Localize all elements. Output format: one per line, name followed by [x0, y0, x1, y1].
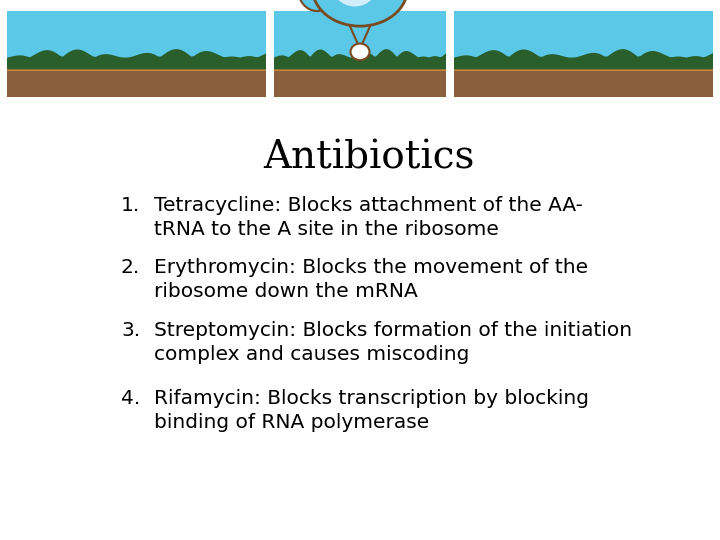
Bar [274, 67, 446, 97]
Text: 3.: 3. [121, 321, 140, 340]
Text: 1.: 1. [121, 196, 140, 215]
Ellipse shape [298, 0, 336, 11]
Bar [274, 66, 446, 71]
Polygon shape [274, 50, 446, 69]
Text: 4.: 4. [121, 389, 140, 408]
Text: Erythromycin: Blocks the movement of the
ribosome down the mRNA: Erythromycin: Blocks the movement of the… [154, 258, 588, 301]
Ellipse shape [330, 0, 379, 6]
Ellipse shape [312, 0, 408, 26]
Circle shape [351, 44, 369, 60]
Bar [7, 67, 266, 97]
Text: 2.: 2. [121, 258, 140, 277]
Text: Antibiotics: Antibiotics [264, 140, 474, 177]
Bar [454, 66, 713, 71]
Bar [454, 67, 713, 97]
Text: Rifamycin: Blocks transcription by blocking
binding of RNA polymerase: Rifamycin: Blocks transcription by block… [154, 389, 589, 433]
Polygon shape [454, 50, 713, 69]
Bar [7, 66, 266, 71]
Polygon shape [348, 22, 372, 49]
Text: Streptomycin: Blocks formation of the initiation
complex and causes miscoding: Streptomycin: Blocks formation of the in… [154, 321, 632, 364]
Text: Tetracycline: Blocks attachment of the AA-
tRNA to the A site in the ribosome: Tetracycline: Blocks attachment of the A… [154, 196, 583, 239]
Polygon shape [7, 50, 266, 69]
